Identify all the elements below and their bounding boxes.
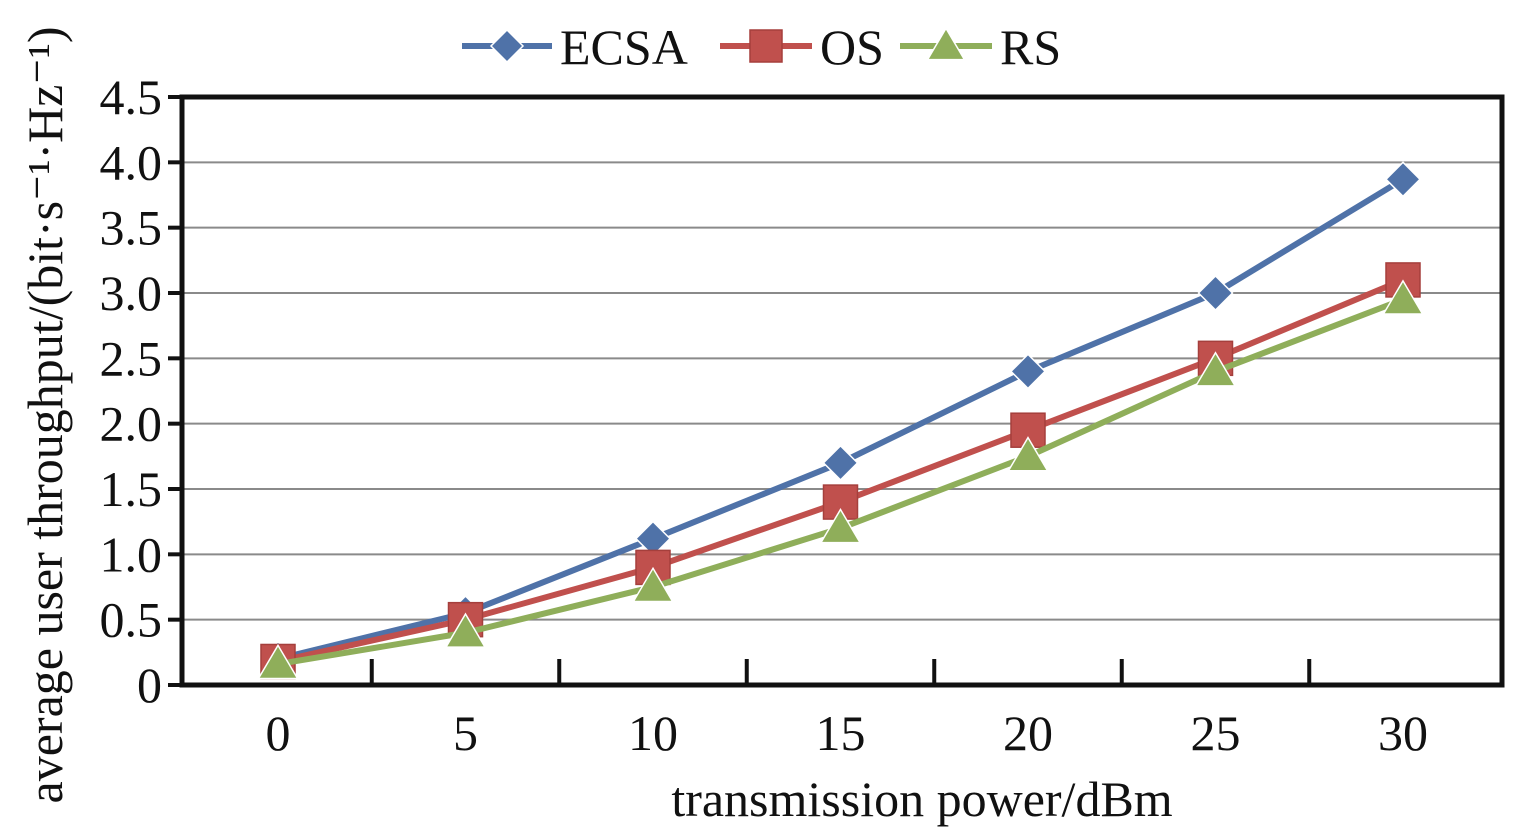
series-rs: [257, 279, 1424, 680]
series-ecsa: [259, 161, 1422, 677]
data-point: [444, 612, 487, 648]
y-tick-label: 0: [137, 657, 162, 713]
data-point: [632, 566, 674, 603]
x-tick-label: 25: [1191, 705, 1241, 761]
series-line: [277, 296, 1405, 668]
x-axis-title: transmission power/dBm: [671, 771, 1172, 827]
legend-marker: [489, 28, 525, 64]
legend-item-ecsa: ECSA: [462, 19, 688, 75]
x-tick-label: 10: [628, 705, 678, 761]
y-tick-label: 0.5: [100, 592, 163, 648]
y-tick-label: 4.0: [100, 134, 163, 190]
y-tick-label: 3.5: [100, 200, 163, 256]
legend-label: OS: [820, 19, 884, 75]
y-tick-label: 4.5: [100, 69, 163, 125]
legend-label: ECSA: [560, 19, 688, 75]
x-tick-label: 15: [816, 705, 866, 761]
plot-area-frame: [179, 94, 1505, 688]
x-tick-label: 30: [1378, 705, 1428, 761]
legend-label: RS: [1000, 19, 1061, 75]
x-tick-label: 5: [453, 705, 478, 761]
data-point: [1007, 436, 1049, 472]
y-tick-label: 1.0: [100, 526, 163, 582]
data-point: [1009, 353, 1047, 390]
series-line: [277, 176, 1405, 662]
gridlines: [182, 161, 1502, 621]
legend: ECSA OS RS: [462, 19, 1061, 75]
data-point: [822, 444, 859, 481]
series-group: [257, 161, 1424, 680]
y-tick-label: 1.5: [100, 461, 163, 517]
axis-ticks: 0 0.5 1.0 1.5 2.0 2.5 3.0 3.5 4.0 4.5 0 5 10 15 20 25 30: [100, 69, 1429, 761]
data-point: [1197, 274, 1234, 312]
x-tick-label: 0: [266, 705, 291, 761]
data-point: [1384, 161, 1422, 198]
data-point: [819, 508, 862, 544]
legend-marker: [749, 29, 783, 63]
data-point: [257, 643, 299, 680]
y-axis-title: average user throughput/(bit·s⁻¹·Hz⁻¹): [17, 27, 73, 804]
y-tick-label: 2.0: [100, 396, 163, 452]
data-point: [1382, 279, 1424, 315]
x-tick-label: 20: [1003, 705, 1053, 761]
y-tick-label: 3.0: [100, 265, 163, 321]
legend-item-os: OS: [720, 19, 884, 75]
data-point: [1194, 351, 1237, 387]
legend-item-rs: RS: [900, 19, 1061, 75]
legend-marker: [926, 26, 966, 61]
y-tick-label: 2.5: [100, 330, 163, 386]
